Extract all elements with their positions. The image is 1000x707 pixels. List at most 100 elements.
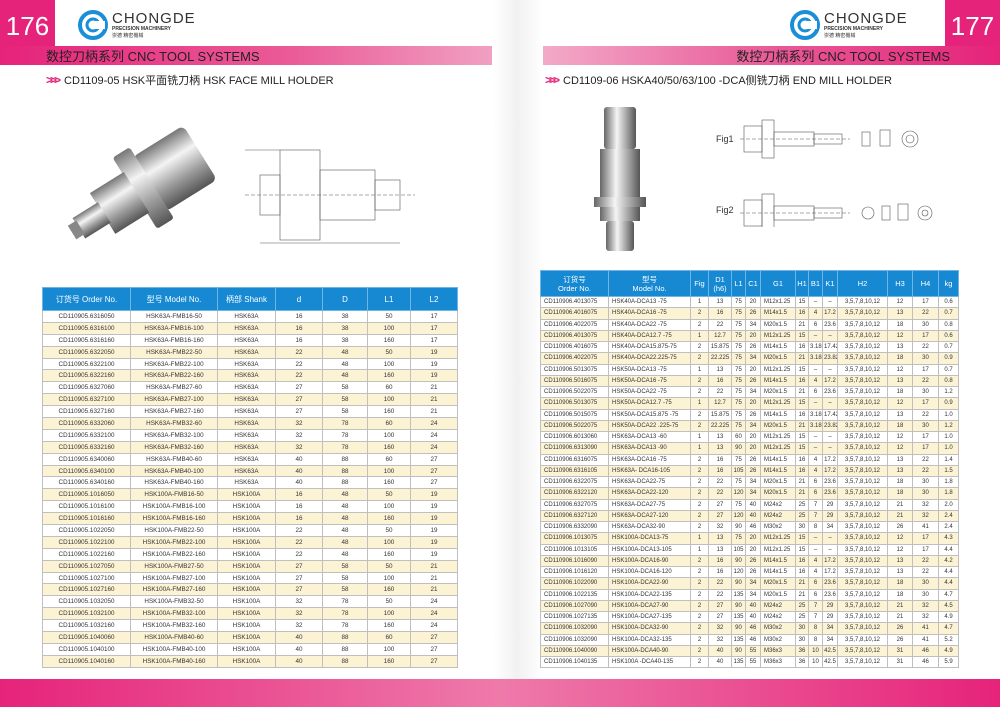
table-cell: 1.0 (938, 430, 959, 444)
table-cell: CD110905.6332100 (42, 428, 131, 442)
table-cell: 4.4 (938, 543, 959, 556)
table-cell: – (822, 543, 838, 556)
table-cell: 3,5,7,8,10,12 (837, 442, 888, 455)
table-cell: 40 (275, 654, 323, 668)
table-cell: 3,5,7,8,10,12 (837, 363, 888, 376)
table-cell: 25 (795, 498, 809, 511)
table-row: CD110906.6316105 HSK63A- DCA16-105 2 16 105 2… (540, 464, 959, 478)
table-cell: HSK50A-DCA13 -75 (608, 363, 691, 376)
table-cell: 19 (410, 500, 458, 514)
table-cell: 8 (808, 633, 823, 646)
table-cell: CD110905.1032100 (42, 607, 131, 621)
face-mill-holder-drawing (245, 149, 415, 244)
end-mill-holder-drawings (740, 119, 933, 227)
table-cell: HSK50A-DCA15.875 -75 (608, 408, 691, 421)
table-cell: HSK63A-FMB27-100 (130, 393, 218, 407)
table-cell: 19 (410, 369, 458, 383)
table-cell: 22 (912, 374, 939, 388)
brand-tagline: PRECISION MACHINERY (824, 25, 883, 32)
table-cell: 3,5,7,8,10,12 (837, 610, 888, 624)
table-cell: 23.82 (822, 352, 838, 365)
table-cell: 3,5,7,8,10,12 (837, 408, 888, 421)
table-cell: 12 (887, 397, 913, 410)
table-cell: 4 (808, 554, 823, 568)
header-line: C1 (748, 279, 758, 288)
table-cell: 160 (367, 512, 411, 526)
table-cell: 2 (690, 464, 709, 478)
table-cell: 160 (367, 547, 411, 561)
table-cell: M14x1.5 (760, 453, 796, 466)
table-cell: 12 (887, 442, 913, 455)
table-cell: 75 (731, 385, 746, 399)
table-cell: 27 (410, 476, 458, 490)
header-line: K1 (825, 279, 835, 288)
table-cell: 3,5,7,8,10,12 (837, 352, 888, 365)
table-cell: 32 (912, 509, 939, 523)
table-cell: HSK50A-DCA16 -75 (608, 374, 691, 388)
table-cell: 135 (731, 633, 746, 646)
chevron-icon: >>> (545, 73, 560, 87)
table-cell: 36 (795, 655, 809, 669)
table-cell: 30 (795, 622, 809, 635)
column-header: 订货号 Order No. (42, 287, 131, 311)
table-cell: 27 (410, 452, 458, 466)
table-cell: 12 (887, 430, 913, 444)
table-cell: HSK100A (217, 642, 276, 656)
table-cell: HSK100A (217, 571, 276, 585)
table-row: CD110905.1040160 HSK100A-FMB40-160 HSK100A… (42, 654, 458, 668)
table-cell: 21 (410, 405, 458, 419)
table-cell: 12 (887, 295, 913, 309)
table-cell: HSK63A-FMB32-60 (130, 417, 218, 430)
table-cell: 17 (410, 310, 458, 323)
table-cell: 41 (912, 633, 939, 646)
table-cell: M12x1.25 (760, 329, 796, 343)
table-cell: 30 (912, 385, 939, 399)
table-cell: 75 (731, 352, 746, 365)
table-cell: M14x1.5 (760, 554, 796, 568)
table-cell: 4.7 (938, 588, 959, 601)
table-cell: – (808, 543, 823, 556)
table-row: CD110906.6322075 HSK63A-DCA22-75 2 22 75 34 M2… (540, 475, 959, 489)
table-cell: 30 (912, 318, 939, 331)
table-cell: 7 (808, 599, 823, 613)
table-cell: 4.7 (938, 622, 959, 635)
table-cell: M14x1.5 (760, 408, 796, 421)
table-cell: 22 (708, 577, 732, 590)
header-line: G1 (772, 279, 783, 288)
table-cell: 58 (322, 559, 368, 573)
table-cell: 15 (795, 442, 809, 455)
table-cell: M30x2 (760, 622, 796, 635)
table-cell: 4.4 (938, 565, 959, 579)
table-cell: HSK63A (217, 357, 276, 371)
table-cell: 38 (322, 333, 368, 347)
table-cell: 30 (795, 633, 809, 646)
table-cell: 26 (745, 565, 761, 579)
table-cell: 22 (912, 565, 939, 579)
brand-logo-left: CHONGDE PRECISION MACHINERY 崇德 精密機械 (78, 10, 196, 40)
table-cell: 40 (275, 464, 323, 478)
table-cell: 16 (795, 340, 809, 354)
brand-logo-right: CHONGDE PRECISION MACHINERY 崇德 精密機械 (790, 10, 908, 40)
table-cell: 21 (795, 385, 809, 399)
table-cell: CD110905.6316050 (42, 310, 131, 323)
table-cell: HSK100A-DCA40-90 (608, 644, 691, 658)
table-cell: 90 (731, 599, 746, 613)
table-row: CD110905.6340060 HSK63A-FMB40-60 HSK63A 40 8… (42, 452, 458, 466)
table-row: CD110906.1013075 HSK100A-DCA13-75 1 13 75 20 M… (540, 532, 959, 545)
table-cell: HSK100A (217, 500, 276, 514)
table-cell: CD110906.6013060 (540, 430, 609, 444)
table-cell: M20x1.5 (760, 385, 796, 399)
table-cell: CD110905.6322160 (42, 369, 131, 383)
table-cell: CD110906.6316105 (540, 464, 609, 478)
table-cell: 19 (410, 524, 458, 537)
table-cell: HSK63A (217, 381, 276, 395)
table-cell: 20 (745, 397, 761, 410)
table-cell: 4 (808, 464, 823, 478)
table-cell: 18 (887, 385, 913, 399)
table-cell: CD110906.1013105 (540, 543, 609, 556)
table-cell: M12x1.25 (760, 295, 796, 309)
table-cell: HSK63A-DCA22-120 (608, 487, 691, 500)
table-cell: 40 (275, 476, 323, 490)
table-row: CD110906.5013075 HSK50A-DCA13 -75 1 13 75 20 M… (540, 363, 959, 376)
table-cell: 24 (410, 417, 458, 430)
